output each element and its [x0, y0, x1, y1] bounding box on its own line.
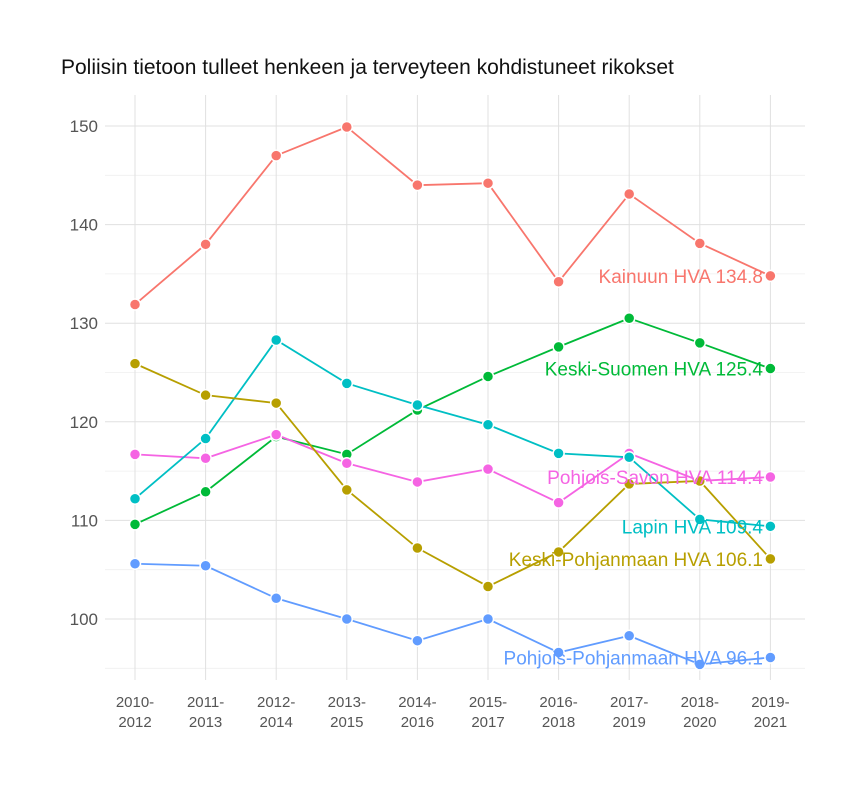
data-point [340, 377, 354, 390]
data-point [269, 149, 283, 162]
x-tick-label: 2010- [116, 694, 154, 711]
x-tick-label: 2017- [610, 694, 648, 711]
x-tick-label: 2012- [257, 694, 295, 711]
x-tick-label: 2021 [754, 714, 787, 731]
data-point [340, 456, 354, 470]
data-point [199, 432, 212, 445]
data-point [128, 518, 142, 531]
data-point [199, 485, 212, 499]
series-label: Kainuun HVA 134.8 [599, 267, 763, 288]
data-point [552, 275, 565, 289]
data-point [481, 580, 495, 593]
data-point [552, 496, 565, 509]
data-point [764, 470, 777, 484]
x-tick-label: 2018- [681, 694, 719, 711]
data-point [199, 238, 212, 251]
data-point [693, 237, 707, 250]
y-tick-label: 150 [70, 117, 98, 136]
x-tick-label: 2011- [187, 694, 224, 711]
data-point [128, 448, 142, 461]
y-tick-label: 140 [70, 216, 98, 235]
x-tick-label: 2014 [260, 714, 293, 731]
data-point [340, 120, 354, 134]
data-point [269, 592, 283, 605]
series-label: Pohjois-Pohjanmaan HVA 96.1 [504, 648, 763, 669]
data-point [622, 629, 636, 643]
chart-title: Poliisin tietoon tulleet henkeen ja terv… [61, 56, 674, 79]
data-point [128, 492, 142, 505]
data-point [693, 336, 707, 350]
data-point [269, 333, 283, 347]
x-tick-label: 2015- [469, 694, 507, 711]
x-tick-label: 2019- [751, 694, 789, 711]
series-label: Lapin HVA 109.4 [622, 517, 764, 538]
data-point [411, 475, 424, 489]
series-line [134, 338, 771, 528]
data-point [693, 658, 707, 671]
y-tick-label: 130 [70, 314, 98, 333]
data-point [411, 178, 424, 192]
data-point [481, 418, 495, 432]
data-point [128, 357, 142, 370]
data-point [693, 513, 707, 526]
data-point [411, 634, 424, 647]
data-point [199, 559, 212, 573]
x-tick-label: 2018 [542, 714, 575, 731]
data-point [552, 545, 565, 559]
data-point [552, 340, 565, 354]
x-tick-label: 2016- [539, 694, 577, 711]
data-point [552, 447, 565, 460]
data-point [128, 557, 142, 571]
y-tick-label: 110 [71, 511, 98, 530]
data-point [622, 477, 636, 491]
data-point [128, 298, 142, 311]
data-point [764, 520, 777, 533]
data-point [269, 396, 283, 410]
series-label: Keski-Suomen HVA 125.4 [545, 360, 764, 381]
series-line [134, 433, 771, 504]
series-line [134, 562, 771, 666]
data-point [481, 370, 495, 383]
x-tick-label: 2016 [401, 714, 434, 731]
data-point [481, 612, 495, 626]
data-point [622, 187, 636, 201]
x-tick-label: 2015 [330, 714, 363, 731]
x-tick-label: 2013 [189, 714, 222, 731]
data-point [622, 451, 636, 464]
data-point [411, 541, 424, 555]
data-point [481, 176, 495, 190]
data-point [340, 483, 354, 497]
data-point [552, 646, 565, 659]
x-tick-label: 2017 [471, 714, 504, 731]
data-point [764, 269, 777, 283]
series-label: Keski-Pohjanmaan HVA 106.1 [509, 550, 763, 571]
data-point [340, 612, 354, 626]
series-line [134, 362, 772, 588]
data-point [622, 312, 636, 325]
data-point [269, 428, 283, 441]
data-point [764, 651, 777, 664]
data-point [481, 462, 495, 476]
data-point [411, 398, 424, 412]
x-tick-label: 2019 [613, 714, 646, 731]
x-tick-label: 2012 [118, 714, 151, 731]
data-point [199, 388, 212, 402]
data-point [764, 552, 777, 566]
data-point [693, 474, 707, 488]
data-point [199, 452, 212, 465]
x-tick-label: 2014- [398, 694, 436, 711]
x-tick-label: 2020 [683, 714, 716, 731]
series-line [134, 125, 771, 306]
series-line [134, 317, 771, 526]
y-tick-label: 120 [70, 413, 98, 432]
data-point [764, 362, 777, 375]
series-label: Pohjois-Savon HVA 114.4 [547, 468, 763, 489]
y-tick-label: 100 [70, 610, 98, 629]
x-tick-label: 2013- [328, 694, 366, 711]
